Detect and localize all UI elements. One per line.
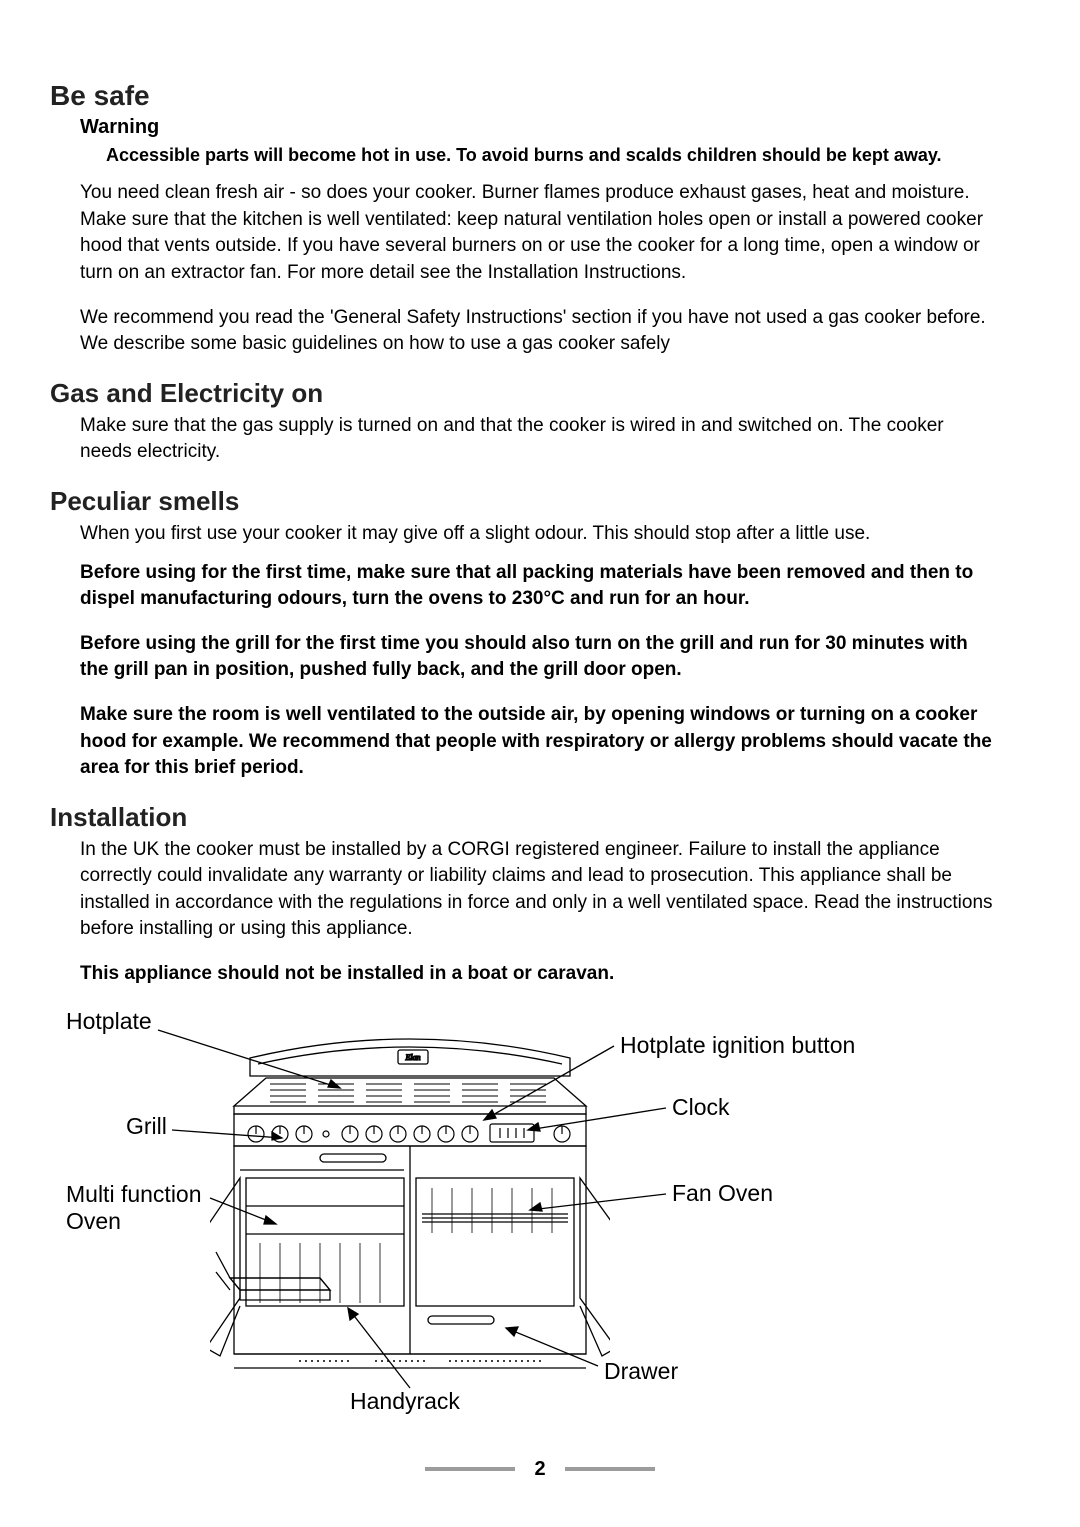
label-fan: Fan Oven [672, 1180, 773, 1208]
label-grill: Grill [126, 1113, 167, 1141]
heading-be-safe: Be safe [50, 80, 1030, 112]
warning-text: Accessible parts will become hot in use.… [106, 143, 1030, 168]
label-handyrack: Handyrack [350, 1388, 460, 1416]
install-p1: In the UK the cooker must be installed b… [80, 837, 1000, 943]
page-number-value: 2 [534, 1458, 545, 1480]
gas-p1: Make sure that the gas supply is turned … [80, 413, 1000, 466]
label-ignition: Hotplate ignition button [620, 1032, 855, 1060]
smells-b1: Before using for the first time, make su… [80, 560, 1000, 613]
heading-smells: Peculiar smells [50, 486, 1030, 517]
warning-label: Warning [80, 116, 1030, 139]
smells-b3: Make sure the room is well ventilated to… [80, 702, 1000, 782]
smells-p1: When you first use your cooker it may gi… [80, 521, 1000, 548]
label-clock: Clock [672, 1094, 730, 1122]
smells-b2: Before using the grill for the first tim… [80, 631, 1000, 684]
label-hotplate: Hotplate [66, 1008, 152, 1036]
document-page: Be safe Warning Accessible parts will be… [0, 0, 1080, 1511]
install-b1: This appliance should not be installed i… [80, 961, 1000, 988]
label-multi: Multi function Oven [66, 1181, 202, 1236]
besafe-p1: You need clean fresh air - so does your … [80, 180, 1000, 286]
besafe-p2: We recommend you read the 'General Safet… [80, 305, 1000, 358]
page-bar-left [425, 1467, 515, 1471]
page-bar-right [565, 1467, 655, 1471]
label-drawer: Drawer [604, 1358, 678, 1386]
cooker-diagram: Elan [50, 1008, 1030, 1448]
heading-gas: Gas and Electricity on [50, 378, 1030, 409]
heading-install: Installation [50, 802, 1030, 833]
page-number: 2 [50, 1458, 1030, 1481]
